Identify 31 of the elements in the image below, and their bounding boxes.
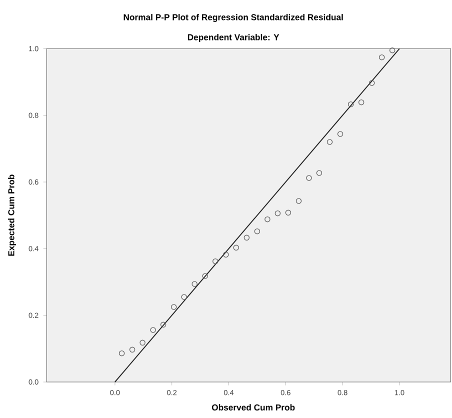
point	[296, 198, 302, 204]
point	[244, 234, 250, 241]
point	[160, 322, 166, 328]
point	[274, 210, 281, 216]
point	[306, 175, 312, 181]
point	[202, 273, 208, 279]
point	[348, 101, 354, 108]
point	[150, 327, 156, 333]
point	[337, 131, 344, 137]
point	[212, 258, 218, 264]
point	[192, 281, 198, 287]
point	[378, 54, 385, 60]
point	[181, 294, 187, 300]
point	[389, 47, 396, 54]
point	[285, 210, 292, 216]
point	[233, 244, 240, 251]
chart-subtitle: Dependent Variable: Y	[188, 34, 280, 42]
point	[254, 228, 260, 234]
point	[140, 340, 146, 346]
point	[358, 99, 364, 106]
chart-title: Normal P-P Plot of Regression Standardized Residual	[124, 14, 343, 22]
y-axis-title: Expected Cum Prob	[8, 174, 16, 256]
point	[223, 252, 229, 258]
x-axis-title: Observed Cum Prob	[212, 404, 295, 411]
point	[170, 304, 177, 310]
point	[129, 346, 136, 353]
point	[326, 139, 333, 145]
point	[316, 170, 322, 176]
point	[118, 350, 125, 356]
point	[368, 80, 375, 86]
point	[264, 216, 270, 222]
